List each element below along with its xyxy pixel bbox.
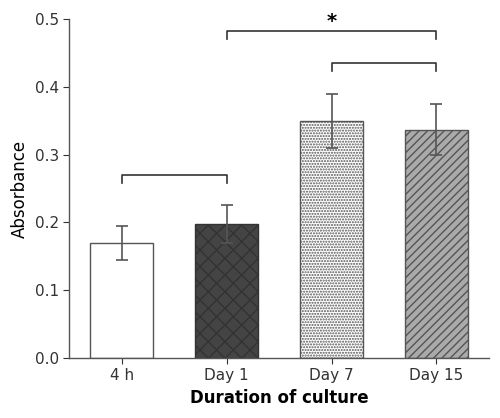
X-axis label: Duration of culture: Duration of culture: [190, 389, 368, 407]
Y-axis label: Absorbance: Absorbance: [11, 140, 29, 237]
Bar: [405, 130, 468, 358]
Bar: [195, 224, 258, 358]
Bar: [90, 243, 153, 358]
Text: *: *: [326, 12, 336, 31]
Bar: [300, 121, 363, 358]
